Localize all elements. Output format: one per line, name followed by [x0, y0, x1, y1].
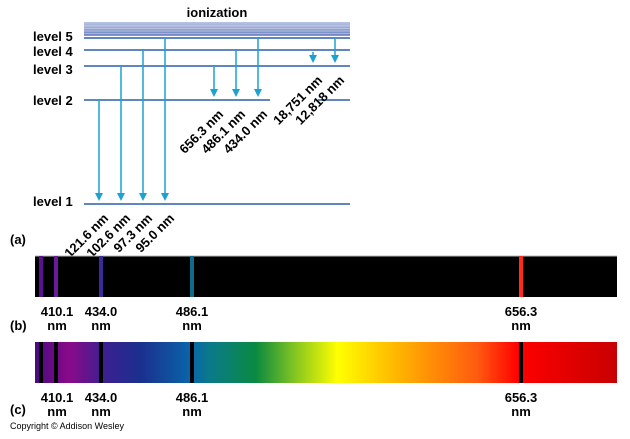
absorption-line: [54, 342, 58, 383]
arrowhead-icon: [117, 193, 125, 201]
emission-line-value: 434.0: [85, 304, 118, 319]
emission-line-value: 486.1: [176, 304, 209, 319]
absorption-line: [39, 342, 43, 383]
energy-level-label: level 1: [33, 194, 73, 209]
arrowhead-icon: [95, 193, 103, 201]
absorption-line: [519, 342, 523, 383]
emission-line-unit: nm: [91, 318, 111, 333]
arrowhead-icon: [331, 55, 339, 63]
arrowhead-icon: [309, 55, 317, 63]
absorption-line: [190, 342, 194, 383]
emission-line: [190, 256, 194, 297]
energy-level-label: level 3: [33, 62, 73, 77]
absorption-line-unit: nm: [91, 404, 111, 419]
emission-line-unit: nm: [47, 318, 67, 333]
panel-label-b: (b): [10, 318, 27, 333]
absorption-line-value: 656.3: [505, 390, 538, 405]
emission-line-value: 410.1: [41, 304, 74, 319]
emission-line: [39, 256, 43, 297]
panel-label-a: (a): [10, 232, 26, 247]
emission-line: [519, 256, 523, 297]
arrowhead-icon: [232, 89, 240, 97]
emission-line-unit: nm: [511, 318, 531, 333]
copyright-text: Copyright © Addison Wesley: [10, 421, 125, 431]
absorption-line-value: 410.1: [41, 390, 74, 405]
absorption-line-value: 434.0: [85, 390, 118, 405]
emission-line-unit: nm: [182, 318, 202, 333]
ionization-band: [84, 22, 350, 36]
energy-level-label: level 5: [33, 29, 73, 44]
emission-line: [99, 256, 103, 297]
arrowhead-icon: [254, 89, 262, 97]
ionization-label: ionization: [187, 5, 248, 20]
absorption-line: [99, 342, 103, 383]
absorption-line-value: 486.1: [176, 390, 209, 405]
energy-level-label: level 2: [33, 93, 73, 108]
energy-level-label: level 4: [33, 44, 74, 59]
emission-spectrum: [35, 256, 617, 297]
absorption-spectrum: [35, 342, 617, 383]
arrowhead-icon: [161, 193, 169, 201]
panel-label-c: (c): [10, 402, 26, 417]
arrowhead-icon: [139, 193, 147, 201]
emission-line: [54, 256, 58, 297]
absorption-line-unit: nm: [182, 404, 202, 419]
absorption-line-unit: nm: [511, 404, 531, 419]
emission-line-value: 656.3: [505, 304, 538, 319]
absorption-line-unit: nm: [47, 404, 67, 419]
arrowhead-icon: [210, 89, 218, 97]
